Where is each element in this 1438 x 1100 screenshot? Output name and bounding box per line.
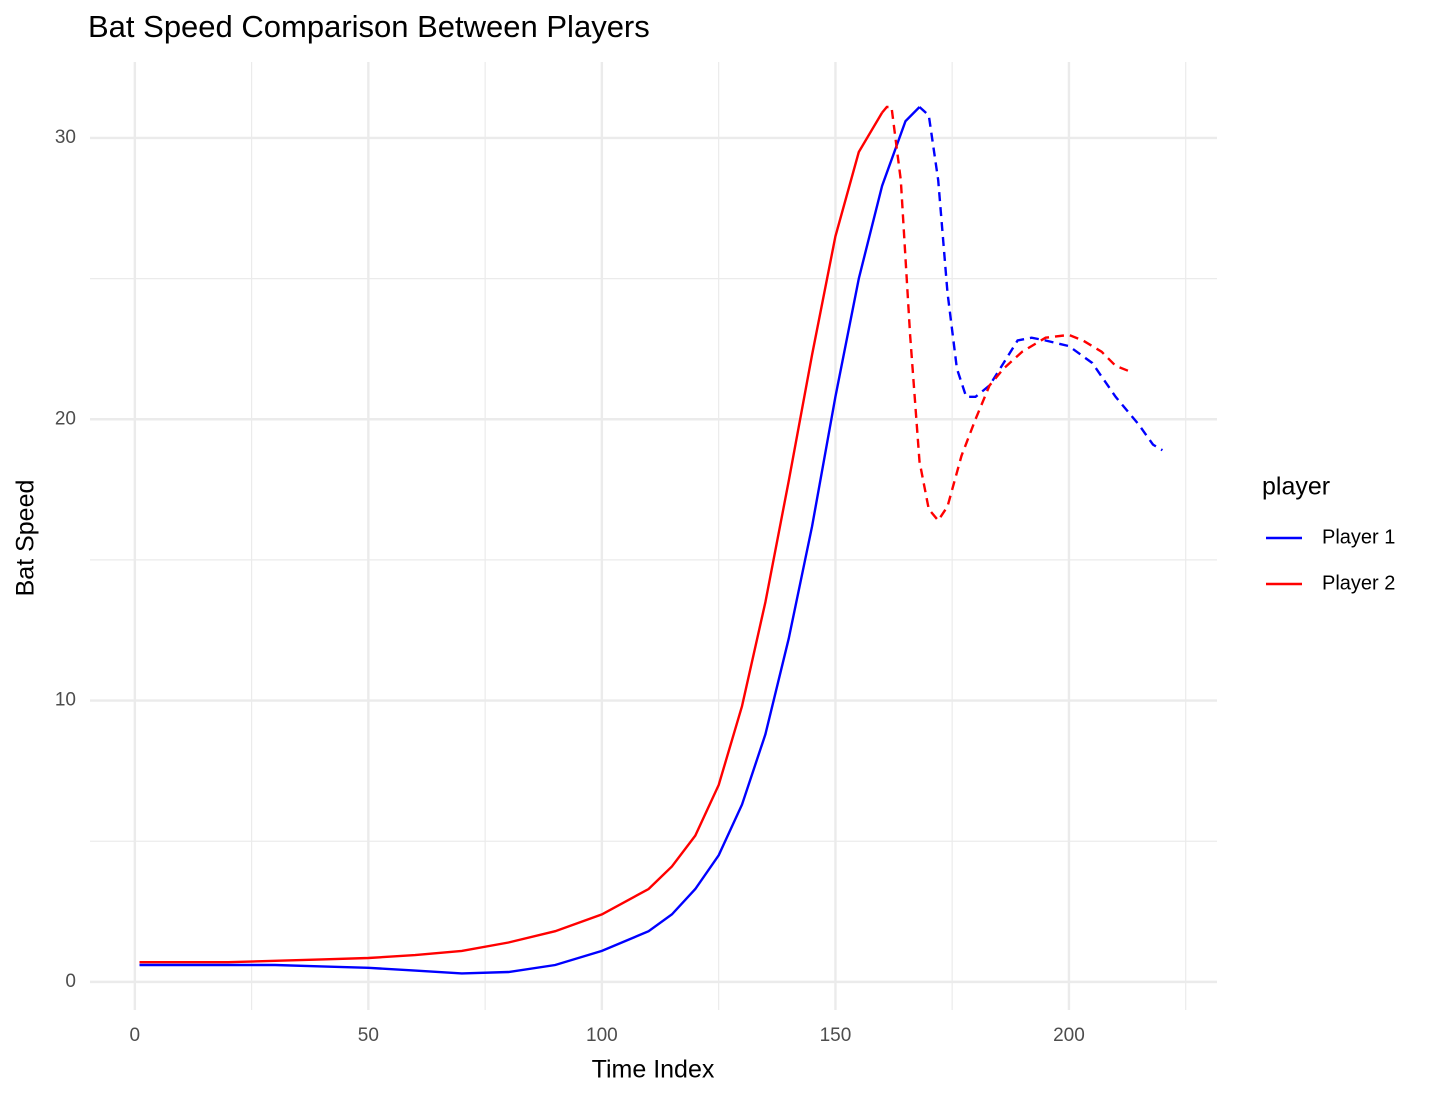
y-tick-label: 30 xyxy=(55,127,76,148)
y-tick-label: 10 xyxy=(55,690,76,711)
y-tick-label: 20 xyxy=(55,408,76,429)
data-line xyxy=(881,105,1131,523)
x-axis-label: Time Index xyxy=(592,1056,715,1084)
data-line xyxy=(139,106,921,975)
x-tick-label: 100 xyxy=(586,1025,618,1046)
legend-label: Player 1 xyxy=(1322,526,1395,548)
x-tick-label: 150 xyxy=(820,1025,852,1046)
data-line xyxy=(139,111,884,964)
x-tick-label: 0 xyxy=(130,1025,141,1046)
y-axis-label: Bat Speed xyxy=(12,480,40,597)
x-tick-label: 200 xyxy=(1053,1025,1085,1046)
y-tick-label: 0 xyxy=(65,971,76,992)
chart-title: Bat Speed Comparison Between Players xyxy=(88,9,650,44)
x-tick-label: 50 xyxy=(358,1025,379,1046)
data-line xyxy=(918,106,1164,452)
legend-title: player xyxy=(1262,473,1330,501)
legend-label: Player 2 xyxy=(1322,572,1395,594)
